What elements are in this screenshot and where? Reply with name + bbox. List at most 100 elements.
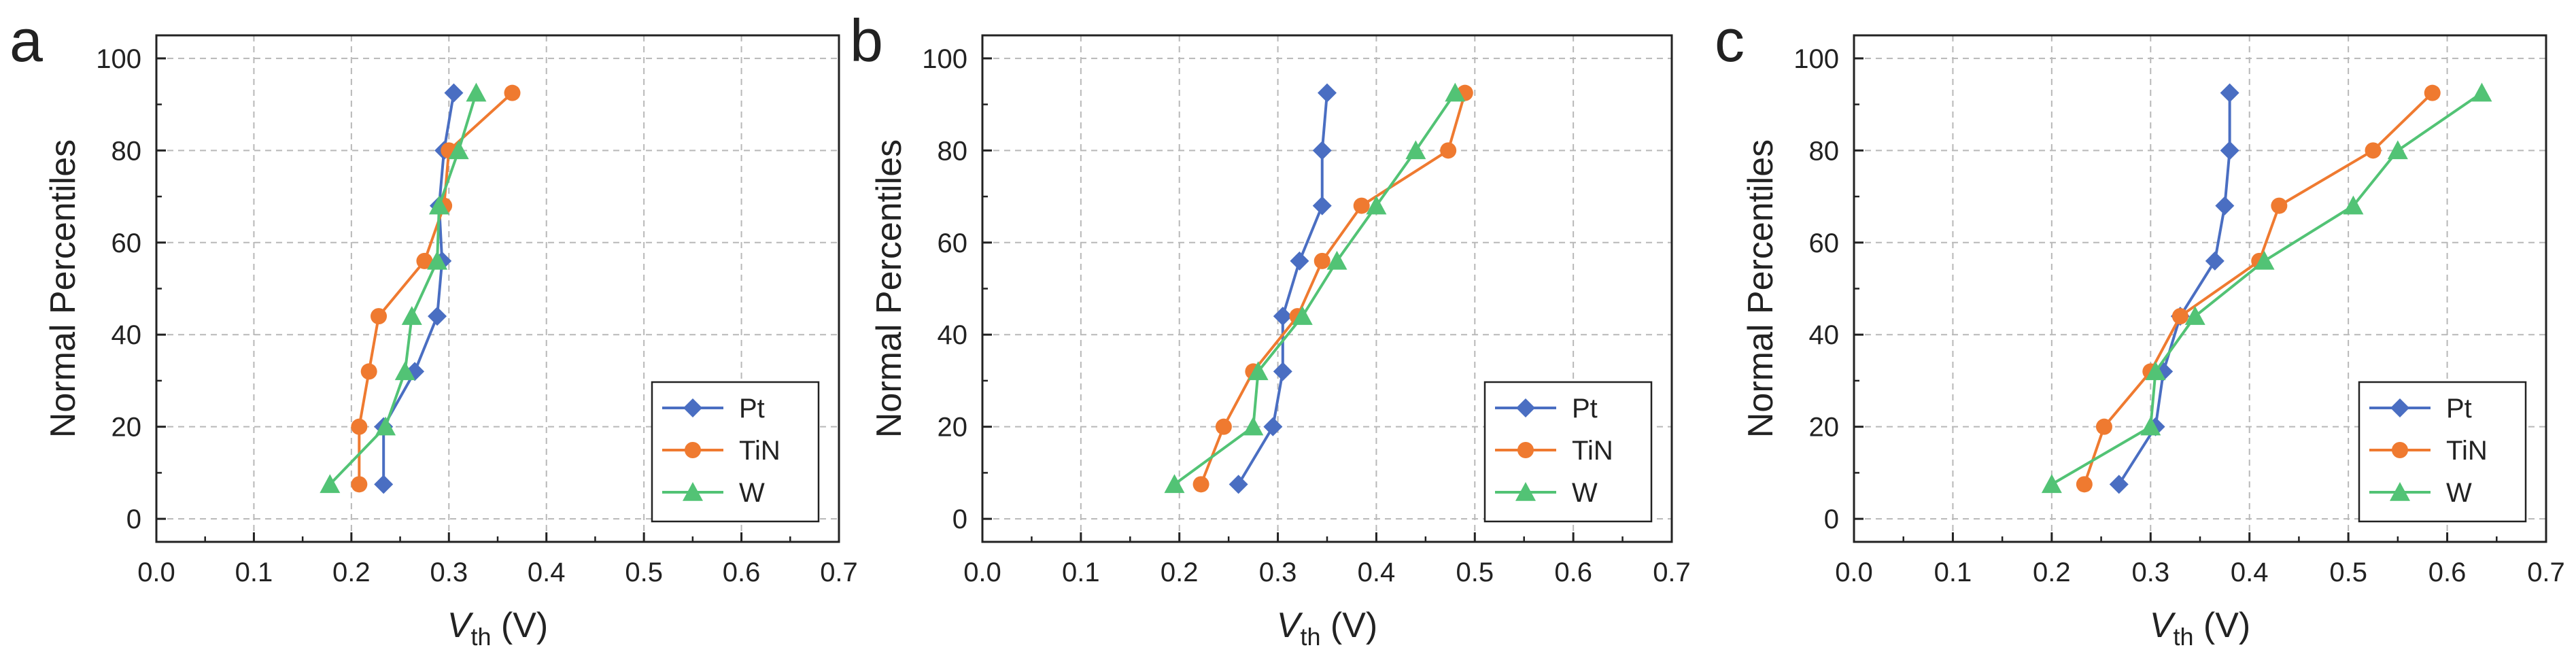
y-tick-label: 80 <box>111 136 142 166</box>
x-tick-label: 0.1 <box>235 558 273 587</box>
y-axis-title: Normal Percentiles <box>870 139 909 438</box>
legend-label: W <box>2446 478 2472 508</box>
series-tin <box>1192 84 1473 493</box>
y-tick-label: 80 <box>1809 136 1840 166</box>
data-point <box>1215 418 1232 435</box>
series-line <box>328 92 478 485</box>
y-tick-label: 60 <box>111 228 142 258</box>
data-point <box>2205 251 2225 271</box>
y-tick-label: 0 <box>952 504 967 534</box>
x-tick-label: 0.5 <box>625 558 663 587</box>
x-axis-title: Vth (V) <box>1277 606 1377 651</box>
data-point <box>1353 197 1370 214</box>
y-tick-label: 20 <box>111 413 142 443</box>
data-point <box>1405 140 1426 160</box>
y-tick-label: 0 <box>126 504 141 534</box>
legend-label: TiN <box>739 436 780 466</box>
data-point <box>448 140 469 160</box>
data-point <box>2471 82 2492 102</box>
x-tick-label: 0.0 <box>963 558 1001 587</box>
data-point <box>401 306 422 325</box>
data-point <box>351 418 368 435</box>
y-tick-label: 60 <box>938 228 968 258</box>
x-tick-label: 0.7 <box>2527 558 2565 587</box>
data-point <box>351 476 368 493</box>
legend-label: Pt <box>2446 394 2472 424</box>
data-point <box>1248 361 1269 381</box>
data-point <box>374 475 394 494</box>
x-tick-label: 0.2 <box>2033 558 2071 587</box>
x-tick-label: 0.4 <box>2231 558 2269 587</box>
x-tick-label: 0.3 <box>2131 558 2169 587</box>
data-point <box>1440 142 1457 159</box>
legend-label: W <box>739 478 765 508</box>
data-point <box>2254 250 2275 270</box>
x-tick-label: 0.1 <box>1934 558 1972 587</box>
data-point <box>416 252 433 269</box>
x-tick-label: 0.6 <box>723 558 761 587</box>
data-point <box>1292 306 1313 325</box>
panel-c: c 0.0 0.1 0.2 0.3 0.4 0.5 0.6 0.7 0 20 40 60 80 100 Vth… <box>1715 7 2565 651</box>
data-point <box>2109 475 2129 494</box>
legend-label: Pt <box>739 394 765 424</box>
legend-marker <box>683 398 702 417</box>
y-tick-label: 40 <box>1809 320 1840 350</box>
data-point <box>1445 82 1466 102</box>
legend-box <box>2358 381 2527 523</box>
data-point <box>427 250 448 270</box>
legend-marker <box>1516 398 1535 417</box>
legend-marker <box>2392 442 2408 458</box>
data-point <box>444 83 464 103</box>
x-tick-label: 0.5 <box>1456 558 1494 587</box>
series-w <box>2041 82 2492 494</box>
data-point <box>2215 196 2235 216</box>
y-tick-label: 20 <box>938 413 968 443</box>
y-tick-label: 80 <box>938 136 968 166</box>
y-tick-label: 100 <box>922 44 967 74</box>
x-axis-title: Vth (V) <box>447 606 548 651</box>
series-line <box>358 92 513 485</box>
y-tick-label: 60 <box>1809 228 1840 258</box>
data-point <box>428 195 449 215</box>
data-point <box>1326 250 1347 270</box>
panel-label: a <box>10 7 43 74</box>
panel-b: b 0.0 0.1 0.2 0.3 0.4 0.5 0.6 0.7 0 20 40 60 80 100 Vth… <box>850 7 1691 651</box>
x-tick-label: 0.3 <box>430 558 468 587</box>
x-tick-label: 0.2 <box>332 558 371 587</box>
legend-box <box>651 381 820 523</box>
legend-label: W <box>1572 478 1598 508</box>
y-axis-title: Normal Percentiles <box>1741 139 1781 438</box>
x-tick-label: 0.4 <box>1358 558 1396 587</box>
data-point <box>1318 83 1337 103</box>
data-point <box>2365 142 2382 159</box>
series-pt <box>1229 83 1337 494</box>
data-point <box>1313 252 1330 269</box>
y-tick-label: 20 <box>1809 413 1840 443</box>
data-point <box>2343 195 2364 215</box>
y-axis-title: Normal Percentiles <box>44 139 83 438</box>
data-point <box>2387 140 2408 160</box>
x-tick-label: 0.2 <box>1161 558 1199 587</box>
data-point <box>371 308 388 325</box>
data-point <box>1312 141 1332 160</box>
series-line <box>1199 92 1466 485</box>
series-w <box>320 82 487 494</box>
series-line <box>2082 92 2434 485</box>
y-tick-label: 100 <box>1793 44 1839 74</box>
legend-marker <box>2390 482 2410 501</box>
data-point <box>394 361 415 381</box>
data-point <box>1273 362 1292 381</box>
series-tin <box>351 84 521 493</box>
x-tick-label: 0.0 <box>1835 558 1873 587</box>
y-tick-label: 40 <box>111 320 142 350</box>
legend-marker <box>683 482 703 501</box>
data-point <box>1366 195 1387 215</box>
x-axis-title: Vth (V) <box>2150 606 2250 651</box>
panel-label: c <box>1715 7 1745 74</box>
data-point <box>2171 308 2188 325</box>
data-point <box>2095 418 2112 435</box>
legend-marker <box>1517 442 1534 458</box>
series-w <box>1164 82 1466 494</box>
legend-label: Pt <box>1572 394 1598 424</box>
